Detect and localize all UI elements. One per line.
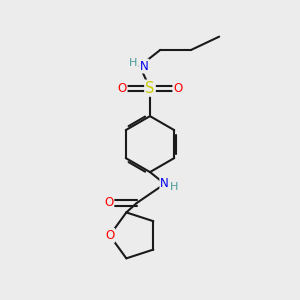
Text: N: N xyxy=(160,177,169,190)
Text: N: N xyxy=(140,60,148,73)
Text: O: O xyxy=(173,82,183,95)
Text: H: H xyxy=(129,58,137,68)
Text: S: S xyxy=(145,81,155,96)
Text: O: O xyxy=(105,229,114,242)
Text: H: H xyxy=(170,182,178,192)
Text: O: O xyxy=(104,196,113,209)
Text: O: O xyxy=(117,82,127,95)
